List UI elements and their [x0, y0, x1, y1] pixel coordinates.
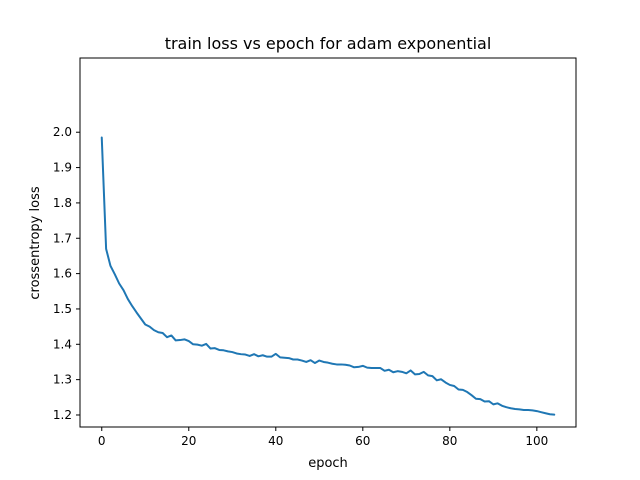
x-axis-ticks: 0 20 40 60 80 100	[98, 427, 548, 448]
series-line-0	[100, 136, 556, 416]
x-tick-label-5: 100	[525, 434, 548, 448]
plot-marks	[100, 136, 556, 416]
y-tick-label-6: 1.8	[53, 196, 72, 210]
chart-title: train loss vs epoch for adam exponential	[165, 34, 492, 53]
x-axis-label: epoch	[308, 456, 348, 471]
y-tick-label-7: 1.9	[53, 161, 72, 175]
y-tick-label-2: 1.4	[53, 337, 72, 351]
y-tick-label-0: 1.2	[53, 408, 72, 422]
y-tick-label-8: 2.0	[53, 125, 72, 139]
y-axis-ticks: 1.2 1.3 1.4 1.5 1.6 1.7 1.8 1.9 2.0	[53, 125, 80, 422]
x-tick-label-2: 40	[268, 434, 283, 448]
x-tick-label-3: 60	[355, 434, 370, 448]
x-tick-label-1: 20	[181, 434, 196, 448]
x-tick-label-0: 0	[98, 434, 106, 448]
x-tick-label-4: 80	[442, 434, 457, 448]
y-tick-label-5: 1.7	[53, 231, 72, 245]
y-tick-label-3: 1.5	[53, 302, 72, 316]
y-axis-label: crossentropy loss	[28, 186, 43, 299]
y-tick-label-1: 1.3	[53, 373, 72, 387]
y-tick-label-4: 1.6	[53, 267, 72, 281]
plot-frame	[79, 57, 577, 428]
